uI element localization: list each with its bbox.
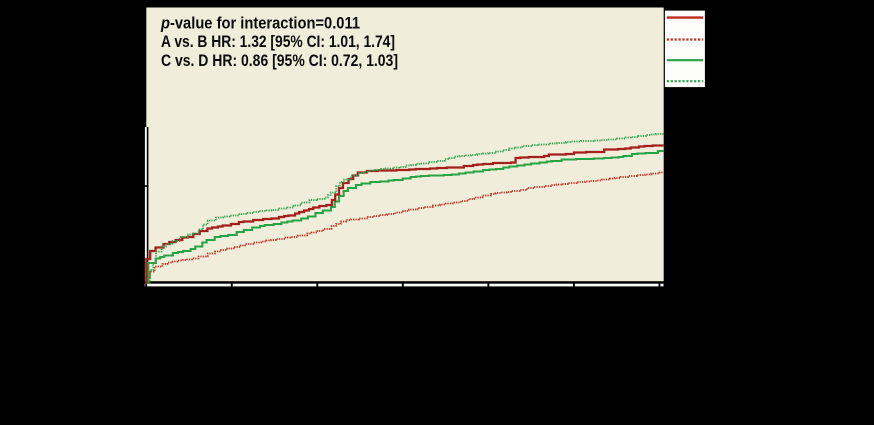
svg-text:p-value for interaction=0.011: p-value for interaction=0.011 bbox=[160, 14, 360, 33]
svg-text:A vs. B HR: 1.32 [95% CI: 1.01: A vs. B HR: 1.32 [95% CI: 1.01, 1.74] bbox=[161, 32, 395, 51]
svg-text:C vs. D HR: 0.86 [95% CI: 0.72: C vs. D HR: 0.86 [95% CI: 0.72, 1.03] bbox=[161, 51, 398, 70]
